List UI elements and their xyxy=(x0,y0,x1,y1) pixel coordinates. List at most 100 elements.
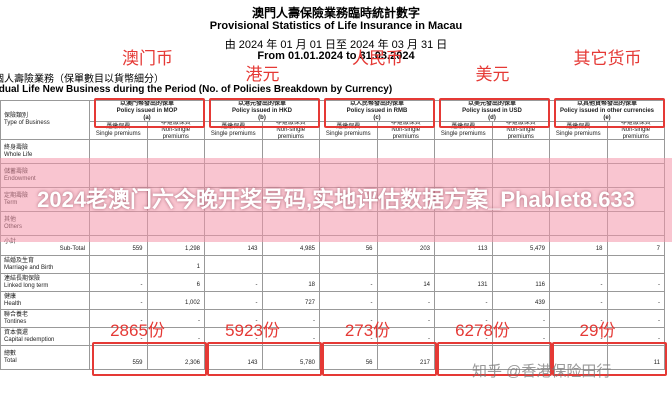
group-code: (e) xyxy=(603,114,611,121)
row-label-en: Marriage and Birth xyxy=(4,264,54,271)
sub-header-en: Non-single premiums xyxy=(276,127,306,140)
currency-label: 其它货币 xyxy=(573,49,642,68)
sub-header: 非躉繳保費 Non-single premiums xyxy=(377,122,435,140)
table-cell xyxy=(492,346,550,370)
row-label-zh: 結婚及生育 xyxy=(4,257,35,264)
row-label-en: Whole Life xyxy=(4,151,33,158)
sub-header-en: Non-single premiums xyxy=(506,127,536,140)
table-cell xyxy=(320,256,378,274)
title-en: Provisional Statistics of Life Insurance… xyxy=(209,20,463,32)
table-cell: 143 xyxy=(205,236,263,256)
highlight-box xyxy=(554,98,665,128)
table-cell: - xyxy=(435,328,493,346)
table-cell xyxy=(435,346,493,370)
title-zh: 澳門人壽保險業務臨時統計數字 xyxy=(251,6,420,20)
table-cell: - xyxy=(262,310,320,328)
group-en: Policy issued in USD xyxy=(462,107,522,114)
count-label: 29份 xyxy=(579,321,616,340)
table-cell: - xyxy=(320,292,378,310)
table-cell xyxy=(607,256,665,274)
table-cell: - xyxy=(435,310,493,328)
row-label-zh: 連結長期保險 xyxy=(4,275,41,282)
table-cell: - xyxy=(90,274,148,292)
table-cell: - xyxy=(147,310,205,328)
table-cell: 14 xyxy=(377,274,435,292)
table-cell: 5,479 xyxy=(492,236,550,256)
highlight-box xyxy=(209,98,320,128)
table-cell: 18 xyxy=(262,274,320,292)
table-cell: - xyxy=(550,274,608,292)
table-cell: - xyxy=(320,310,378,328)
highlight-box xyxy=(437,342,552,376)
currency-label: 美元 xyxy=(475,65,510,84)
table-title-zh: 個人壽險業務（保單數目以貨幣細分） xyxy=(0,74,164,85)
group-code: (b) xyxy=(258,114,266,121)
overlay-text: 2024老澳门六今晚开奖号码,实地评估数据方案_Phablet8.633 xyxy=(37,187,635,212)
highlight-box xyxy=(552,342,667,376)
row-label: 結婚及生育 Marriage and Birth xyxy=(0,256,90,274)
type-header-zh: 保險類別 xyxy=(4,113,29,119)
count-label: 6278份 xyxy=(455,321,510,340)
type-header-en: Type of Business xyxy=(4,120,50,126)
currency-label: 澳门币 xyxy=(122,49,173,68)
group-en: Policy issued in MOP xyxy=(116,107,178,114)
table-cell: - xyxy=(90,292,148,310)
table-cell: 439 xyxy=(492,292,550,310)
row-label: 聯合養老 Tontines xyxy=(0,310,90,328)
table-cell: - xyxy=(377,328,435,346)
table-cell: - xyxy=(377,292,435,310)
table-cell xyxy=(550,256,608,274)
group-zh: 以人民幣發出的保單 xyxy=(349,100,404,107)
table-cell: - xyxy=(205,274,263,292)
sub-header-zh: 非躉繳保費 xyxy=(505,122,536,126)
sub-header: 非躉繳保費 Non-single premiums xyxy=(492,122,550,140)
table-cell: 113 xyxy=(435,236,493,256)
group-en: Policy issued in other currencies xyxy=(559,107,655,114)
table-cell: 18 xyxy=(550,236,608,256)
row-label-en: Health xyxy=(4,300,22,307)
row-label: 資本償還 Capital redemption xyxy=(0,328,90,346)
type-header: 保險類別 Type of Business xyxy=(0,100,90,140)
sub-header: 非躉繳保費 Non-single premiums xyxy=(262,122,320,140)
table-cell: 2,306 xyxy=(147,346,205,370)
sub-header-en: Non-single premiums xyxy=(161,127,191,140)
table-cell: 56 xyxy=(320,236,378,256)
group-zh: 以港元發出的保單 xyxy=(237,100,286,107)
table-cell xyxy=(377,256,435,274)
table-cell: - xyxy=(607,274,665,292)
highlight-box xyxy=(322,342,437,376)
sub-header-en: Non-single premiums xyxy=(391,127,421,140)
table-cell: - xyxy=(205,310,263,328)
sub-header-en: Non-single premiums xyxy=(621,127,651,140)
table-cell: 11 xyxy=(607,346,665,370)
sub-header-en: Single premiums xyxy=(95,130,141,137)
highlight-box xyxy=(94,98,205,128)
table-cell: - xyxy=(205,328,263,346)
currency-label: 人民币 xyxy=(352,49,403,68)
table-cell: 559 xyxy=(90,346,148,370)
group-zh: 以美元發出的保單 xyxy=(467,100,516,107)
table-cell: - xyxy=(262,328,320,346)
table-cell xyxy=(262,256,320,274)
row-label: 健康 Health xyxy=(0,292,90,310)
sub-header-zh: 非躉繳保費 xyxy=(275,122,306,126)
table-cell: - xyxy=(550,292,608,310)
table-cell: 143 xyxy=(205,346,263,370)
table-cell xyxy=(90,256,148,274)
table-cell: - xyxy=(550,328,608,346)
table-cell: - xyxy=(550,310,608,328)
table-cell: - xyxy=(435,292,493,310)
table-cell: 1 xyxy=(147,256,205,274)
table-cell xyxy=(492,256,550,274)
table-cell: 203 xyxy=(377,236,435,256)
count-label: 5923份 xyxy=(225,321,280,340)
sub-header-en: Single premiums xyxy=(440,130,486,137)
row-label-en: Total xyxy=(4,357,17,364)
table-cell xyxy=(205,256,263,274)
row-label-en: Tontines xyxy=(4,318,27,325)
row-label-en: Capital redemption xyxy=(4,336,55,343)
sub-header-en: Single premiums xyxy=(210,130,256,137)
table-cell: - xyxy=(90,328,148,346)
row-label-zh: 聯合養老 xyxy=(4,311,29,318)
row-label-zh: 健康 xyxy=(4,293,17,300)
